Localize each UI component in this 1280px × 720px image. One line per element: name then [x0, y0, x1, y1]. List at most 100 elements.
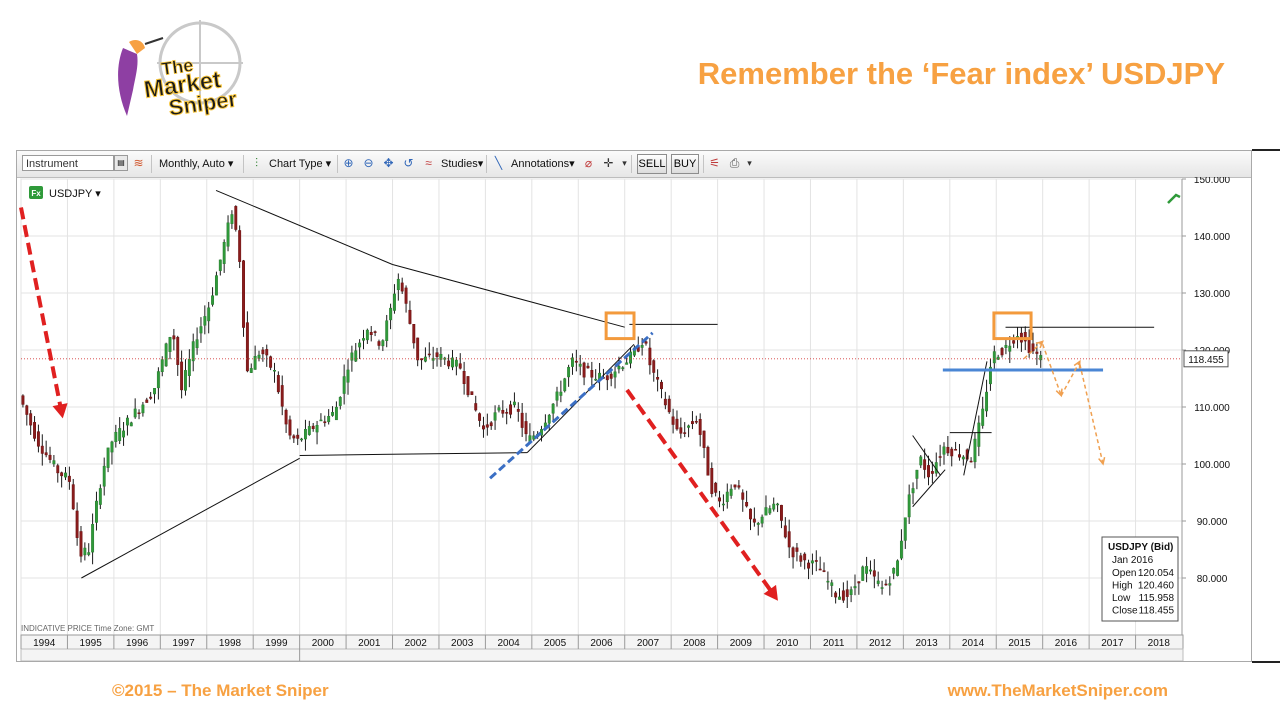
candle-body	[613, 371, 617, 378]
annotations	[19, 189, 1182, 601]
undo-icon[interactable]: ↺	[403, 156, 414, 170]
trendline	[963, 361, 988, 476]
x-axis-band-lower	[20, 648, 1184, 661]
candle-body	[493, 412, 497, 421]
candle-body	[791, 547, 795, 558]
candle-body	[663, 398, 667, 406]
instrument-lookup-button[interactable]: ▤	[114, 155, 128, 171]
candle-body	[698, 418, 702, 435]
candle-body	[772, 503, 776, 510]
candle-body	[629, 351, 632, 364]
candle-body	[52, 460, 56, 465]
bottom-divider	[1252, 661, 1280, 663]
candle-body	[284, 409, 288, 425]
candle-body	[485, 424, 489, 428]
crosshair-tool-icon[interactable]: ✥	[383, 156, 394, 170]
candle-body	[516, 408, 520, 412]
candle-body	[199, 326, 203, 334]
candle-body	[590, 370, 594, 378]
candle-body	[1004, 345, 1008, 348]
trendline-icon[interactable]: ╲	[494, 156, 503, 170]
forecast-arrow-line	[1079, 364, 1104, 465]
studies-dropdown[interactable]: Studies▾	[441, 155, 483, 173]
candle-body	[505, 412, 509, 414]
instrument-input[interactable]: Instrument	[22, 155, 114, 171]
candle-body	[992, 351, 996, 364]
candle-body	[315, 425, 319, 433]
candle-body	[714, 482, 718, 493]
candle-body	[404, 287, 408, 304]
sell-button[interactable]: SELL	[637, 154, 667, 174]
red-arrow-head	[52, 403, 68, 419]
print-icon[interactable]: ⎙	[729, 156, 740, 170]
candle-body	[644, 341, 648, 344]
candle-body	[478, 413, 482, 421]
candle-body	[977, 422, 981, 447]
annotations-dropdown[interactable]: Annotations▾	[511, 155, 575, 173]
candle-body	[919, 456, 923, 466]
candle-body	[872, 570, 876, 577]
candle-body	[838, 596, 841, 600]
candle-body	[238, 230, 242, 262]
logo-graphic: The Market Sniper	[118, 20, 243, 121]
x-tick-label: 2010	[776, 638, 799, 649]
ohlc-period: Jan 2016	[1112, 555, 1154, 566]
compare-icon[interactable]: ≋	[133, 156, 144, 170]
overlay: Fx USDJPY ▾ 118.455 INDICATIVE PRICE Time Z…	[21, 186, 1229, 633]
candle-body	[896, 560, 900, 576]
candle-body	[393, 293, 396, 311]
studies-icon[interactable]: ≈	[425, 156, 432, 170]
candle-body	[29, 413, 33, 426]
candle-body	[331, 412, 334, 416]
x-tick-label: 2002	[405, 638, 428, 649]
candle-body	[342, 376, 346, 394]
chevron-down-icon[interactable]: ▾	[622, 158, 627, 168]
candle-body	[358, 342, 362, 348]
candle-body	[729, 488, 733, 496]
x-tick-label: 2007	[637, 638, 660, 649]
candle-body	[671, 416, 675, 425]
candle-body	[853, 586, 857, 589]
candle-body	[1027, 338, 1031, 353]
candle-body	[230, 214, 234, 224]
candle-body	[153, 388, 156, 395]
candle-body	[435, 352, 439, 357]
chevron-down-icon[interactable]: ▾	[747, 158, 752, 168]
candle-body	[195, 339, 199, 349]
zoom-out-icon[interactable]: ⊖	[363, 156, 374, 170]
candle-body	[218, 259, 222, 271]
candle-body	[648, 347, 652, 366]
candle-body	[706, 446, 710, 476]
zoom-in-icon[interactable]: ⊕	[343, 156, 354, 170]
cursor-icon[interactable]: ✛	[603, 156, 614, 170]
buy-button[interactable]: BUY	[671, 154, 699, 174]
x-tick-label: 2005	[544, 638, 567, 649]
x-tick-label: 1999	[265, 638, 288, 649]
red-arrow-line	[19, 207, 63, 408]
x-tick-label: 1997	[172, 638, 195, 649]
x-axis: 1994 1995 1996 1997 1998 1999 2000 2001 2002 2003…	[20, 634, 1184, 661]
candle-body	[408, 309, 412, 324]
candle-body	[327, 416, 331, 423]
candle-body	[520, 412, 524, 428]
forecast-arrow-head	[1098, 457, 1106, 466]
candle-body	[110, 441, 114, 453]
candle-body	[524, 421, 528, 435]
period-dropdown[interactable]: Monthly, Auto ▾	[159, 155, 233, 173]
symbol-fx-icon-text: Fx	[31, 189, 41, 198]
candle-body	[574, 360, 578, 363]
candle-body	[776, 503, 780, 506]
candle-body	[156, 371, 160, 389]
candle-body	[841, 590, 845, 601]
candle-body	[961, 456, 965, 460]
chart-settings-icon[interactable]: ⚟	[709, 156, 720, 170]
logo-text-the: The	[160, 55, 194, 79]
candle-body	[48, 454, 52, 460]
candle-body	[512, 401, 516, 406]
ohlc-label: Open	[1112, 568, 1136, 579]
candle-body	[749, 508, 752, 520]
eraser-icon[interactable]: ⌀	[584, 156, 593, 170]
candle-body	[91, 524, 95, 553]
chart-type-dropdown[interactable]: Chart Type ▾	[269, 155, 331, 173]
forecast-arrow-head	[1035, 340, 1044, 349]
